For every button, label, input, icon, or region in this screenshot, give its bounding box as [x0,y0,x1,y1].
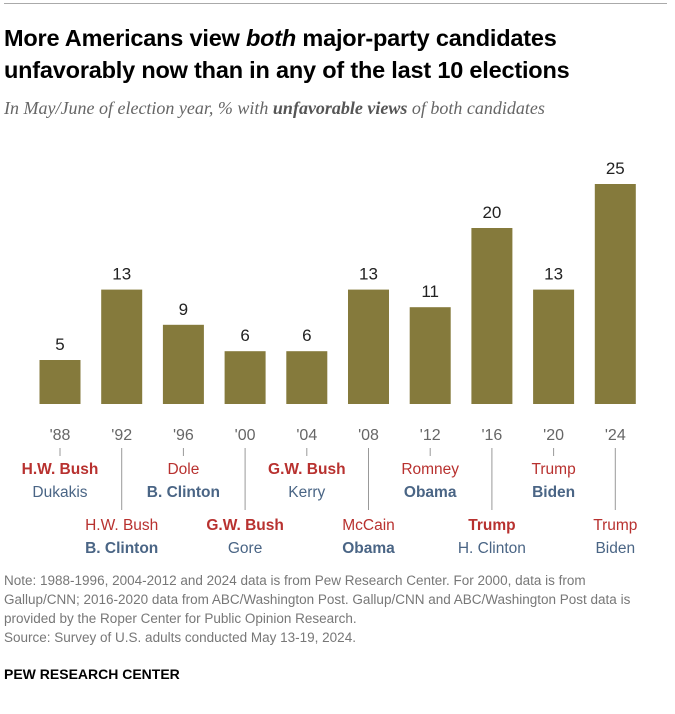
bar [348,289,389,404]
democratic-candidate: Dukakis [32,484,87,501]
x-tick-label: '20 [543,427,564,444]
chart-title: More Americans view both major-party can… [4,22,669,86]
democratic-candidate: Biden [532,484,575,501]
x-tick-label: '24 [605,427,626,444]
data-label: 6 [240,326,249,345]
x-tick-label: '00 [235,427,256,444]
democratic-candidate: B. Clinton [85,540,158,557]
democratic-candidate: Kerry [288,484,325,501]
data-label: 13 [544,265,563,284]
bar [533,289,575,404]
democratic-candidate: Obama [342,540,395,557]
democratic-candidate: B. Clinton [147,484,220,501]
democratic-candidate: Obama [404,484,457,501]
subtitle-text-end: of both candidates [407,98,545,118]
data-label: 13 [112,265,131,284]
data-label: 20 [482,203,501,222]
data-label: 6 [302,326,311,345]
bar [286,351,328,404]
republican-candidate: Romney [401,461,459,478]
top-rule [4,3,667,4]
republican-candidate: Trump [468,517,515,534]
title-text: More Americans view [4,25,246,51]
x-tick-label: '04 [296,427,317,444]
source-label: PEW RESEARCH CENTER [4,666,180,682]
x-tick-label: '88 [50,427,71,444]
democratic-candidate: Biden [595,540,635,557]
x-tick-label: '16 [481,427,502,444]
democratic-candidate: Gore [228,540,262,557]
bar [471,228,513,404]
bar-chart: 5 '88 H.W. Bush Dukakis 13 '92 H.W. Bush B. Cli… [22,159,638,557]
subtitle-bold: unfavorable views [272,98,408,118]
data-label: 25 [606,159,625,178]
democratic-candidate: H. Clinton [458,540,526,557]
republican-candidate: Trump [593,517,637,534]
title-emphasis: both [245,25,297,51]
data-label: 13 [359,265,378,284]
x-tick-label: '12 [420,427,441,444]
republican-candidate: Trump [531,461,575,478]
republican-candidate: H.W. Bush [22,461,99,478]
bar [162,324,204,404]
republican-candidate: G.W. Bush [268,461,346,478]
x-tick-label: '92 [111,427,132,444]
republican-candidate: G.W. Bush [206,517,284,534]
data-label: 9 [179,300,188,319]
x-tick-label: '96 [173,427,194,444]
title-text-end: major-party candidates unfavorably now t… [4,25,570,83]
bar [594,184,636,404]
bar [409,307,451,404]
data-label: 5 [55,335,64,354]
bar [101,289,143,404]
republican-candidate: H.W. Bush [85,517,158,534]
data-label: 11 [421,282,439,301]
republican-candidate: McCain [342,517,395,534]
republican-candidate: Dole [167,461,199,478]
subtitle-text: In May/June of election year, % with [4,98,273,118]
x-tick-label: '08 [358,427,379,444]
chart-note: Note: 1988-1996, 2004-2012 and 2024 data… [4,573,631,645]
chart-subtitle: In May/June of election year, % with unf… [4,96,644,120]
bar [224,351,266,404]
bar [39,360,81,404]
